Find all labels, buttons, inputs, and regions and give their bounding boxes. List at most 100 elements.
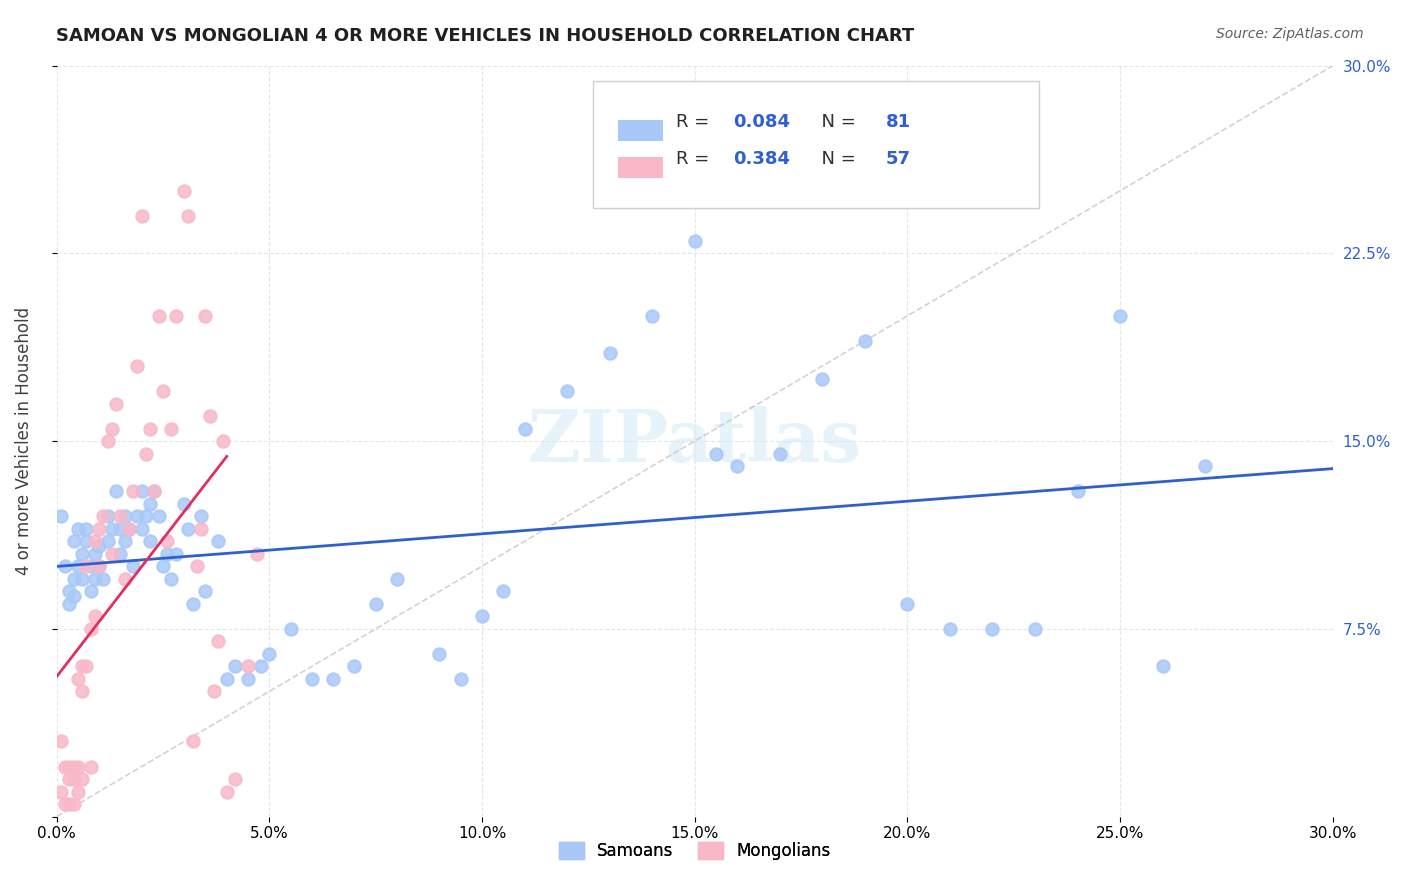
Point xyxy=(70,772,93,786)
Point xyxy=(139,534,162,549)
Point xyxy=(896,597,918,611)
Point xyxy=(49,734,72,748)
Point xyxy=(322,672,344,686)
Text: R =: R = xyxy=(675,113,714,131)
Text: 81: 81 xyxy=(886,113,911,131)
Point xyxy=(343,659,366,673)
Point xyxy=(190,509,212,524)
Point xyxy=(471,609,494,624)
Text: N =: N = xyxy=(810,151,860,169)
Text: 0.384: 0.384 xyxy=(733,151,790,169)
Point xyxy=(75,559,97,574)
Point xyxy=(97,434,120,449)
Point xyxy=(173,184,195,198)
Point xyxy=(198,409,221,423)
Text: 0.084: 0.084 xyxy=(733,113,790,131)
Point xyxy=(249,659,271,673)
Point xyxy=(127,359,149,373)
Point xyxy=(105,396,128,410)
Point xyxy=(97,534,120,549)
Point xyxy=(122,484,145,499)
Point xyxy=(143,484,166,499)
Point xyxy=(83,534,105,549)
Point xyxy=(173,497,195,511)
Point xyxy=(177,522,200,536)
Point xyxy=(385,572,408,586)
Point xyxy=(62,534,84,549)
Point xyxy=(62,772,84,786)
Point xyxy=(236,659,259,673)
Point xyxy=(131,209,153,223)
Legend: Samoans, Mongolians: Samoans, Mongolians xyxy=(550,833,839,868)
Point xyxy=(1194,459,1216,474)
FancyBboxPatch shape xyxy=(592,80,1039,209)
Point xyxy=(83,609,105,624)
Point xyxy=(139,497,162,511)
Point xyxy=(725,459,748,474)
Point xyxy=(135,509,157,524)
Point xyxy=(89,522,111,536)
Point xyxy=(114,572,136,586)
Point xyxy=(160,572,183,586)
Point xyxy=(70,659,93,673)
Point xyxy=(236,672,259,686)
Point xyxy=(93,572,115,586)
Point xyxy=(58,759,80,773)
Point xyxy=(53,759,76,773)
Point xyxy=(58,584,80,599)
Y-axis label: 4 or more Vehicles in Household: 4 or more Vehicles in Household xyxy=(15,307,32,575)
Point xyxy=(599,346,621,360)
Point xyxy=(259,647,281,661)
Point xyxy=(1024,622,1046,636)
Point xyxy=(110,522,132,536)
Point xyxy=(62,590,84,604)
Text: N =: N = xyxy=(810,113,860,131)
Point xyxy=(110,509,132,524)
Point xyxy=(79,622,101,636)
Point xyxy=(194,584,217,599)
Point xyxy=(207,534,229,549)
Point xyxy=(1066,484,1088,499)
Point xyxy=(58,797,80,811)
Point xyxy=(186,559,208,574)
Point xyxy=(66,759,89,773)
Point xyxy=(939,622,962,636)
Point xyxy=(245,547,267,561)
Point xyxy=(148,509,170,524)
Point xyxy=(75,659,97,673)
Point xyxy=(114,534,136,549)
Point xyxy=(118,522,141,536)
Text: R =: R = xyxy=(675,151,714,169)
Point xyxy=(93,509,115,524)
Point xyxy=(70,547,93,561)
Point xyxy=(66,672,89,686)
Text: Source: ZipAtlas.com: Source: ZipAtlas.com xyxy=(1216,27,1364,41)
Point xyxy=(49,784,72,798)
Point xyxy=(513,421,536,435)
Point xyxy=(97,509,120,524)
Point xyxy=(79,759,101,773)
FancyBboxPatch shape xyxy=(619,157,662,178)
Point xyxy=(101,522,124,536)
Point xyxy=(70,572,93,586)
Point xyxy=(224,659,246,673)
Point xyxy=(160,421,183,435)
Point xyxy=(58,597,80,611)
Point xyxy=(769,447,792,461)
Point xyxy=(66,559,89,574)
Point xyxy=(101,421,124,435)
Point xyxy=(811,371,834,385)
Point xyxy=(1152,659,1174,673)
Point xyxy=(83,572,105,586)
Point xyxy=(122,559,145,574)
Point xyxy=(139,421,162,435)
Point xyxy=(110,547,132,561)
Point xyxy=(704,447,727,461)
Point xyxy=(127,509,149,524)
Text: 57: 57 xyxy=(886,151,911,169)
Point xyxy=(853,334,876,348)
Point xyxy=(683,234,706,248)
Point xyxy=(148,309,170,323)
Point xyxy=(89,539,111,553)
Point xyxy=(555,384,578,398)
